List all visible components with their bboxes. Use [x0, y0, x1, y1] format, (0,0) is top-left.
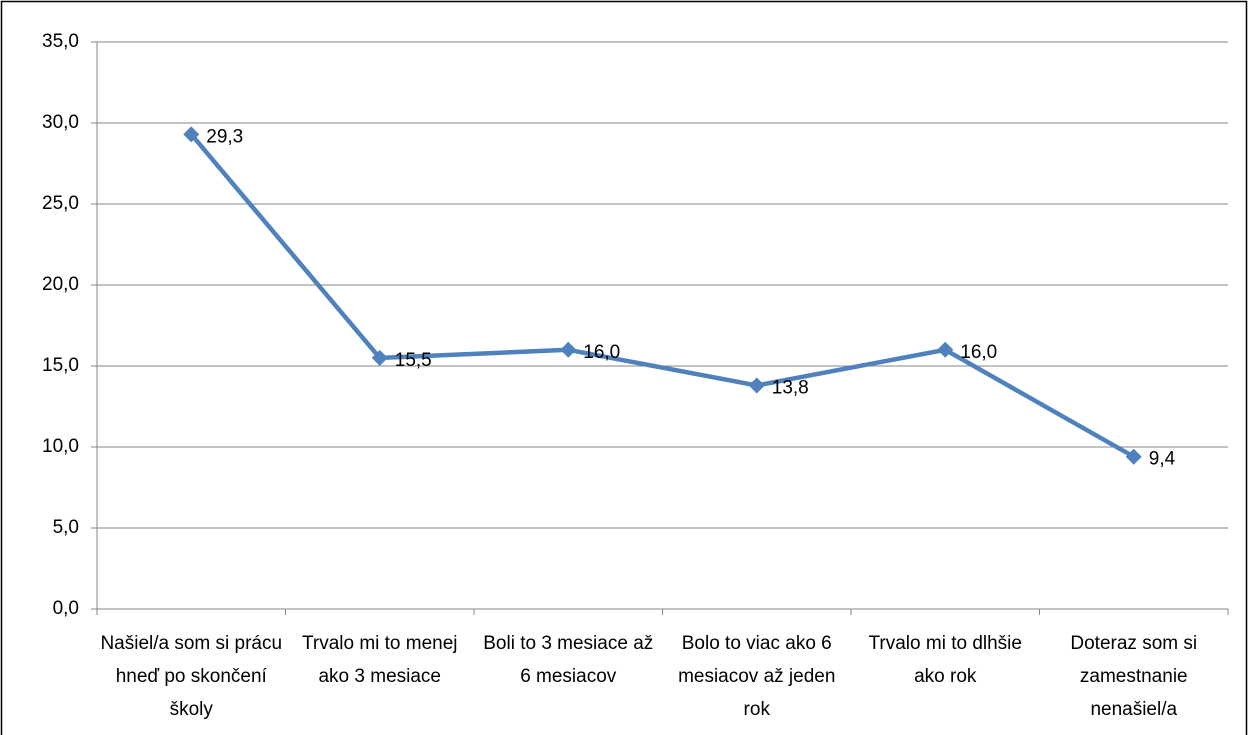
x-tick-label: Bolo to viac ako 6 mesiacov až jeden rok: [678, 633, 836, 720]
data-label: 15,5: [395, 350, 432, 371]
marker: [560, 341, 577, 358]
y-tick-label: 0,0: [53, 598, 79, 619]
x-tick-label: Boli to 3 mesiace až 6 mesiacov: [483, 633, 654, 687]
marker: [937, 341, 954, 358]
y-tick-label: 30,0: [42, 112, 79, 133]
line: [189, 132, 1135, 459]
y-tick-label: 10,0: [42, 436, 79, 457]
y-tick-label: 5,0: [53, 517, 79, 538]
data-label: 13,8: [772, 377, 809, 398]
x-tick-label: Trvalo mi to menej ako 3 mesiace: [301, 633, 458, 687]
y-tick-label: 25,0: [42, 193, 79, 214]
data-label: 16,0: [583, 342, 620, 363]
x-tick-label: Doteraz som si zamestnanie nenašiel/a: [1070, 633, 1198, 720]
y-tick-label: 20,0: [42, 274, 79, 295]
marker: [748, 377, 765, 394]
data-label: 9,4: [1149, 449, 1176, 470]
marker: [371, 349, 388, 366]
data-label: 16,0: [960, 342, 997, 363]
marker: [183, 126, 200, 143]
data-label: 29,3: [206, 126, 243, 147]
marker: [1125, 448, 1142, 465]
x-tick-label: Trvalo mi to dlhšie ako rok: [868, 633, 1022, 687]
x-tick-label: Našiel/a som si prácu hneď po skončení š…: [100, 633, 283, 720]
y-tick-label: 15,0: [42, 355, 79, 376]
y-tick-label: 35,0: [42, 31, 79, 52]
